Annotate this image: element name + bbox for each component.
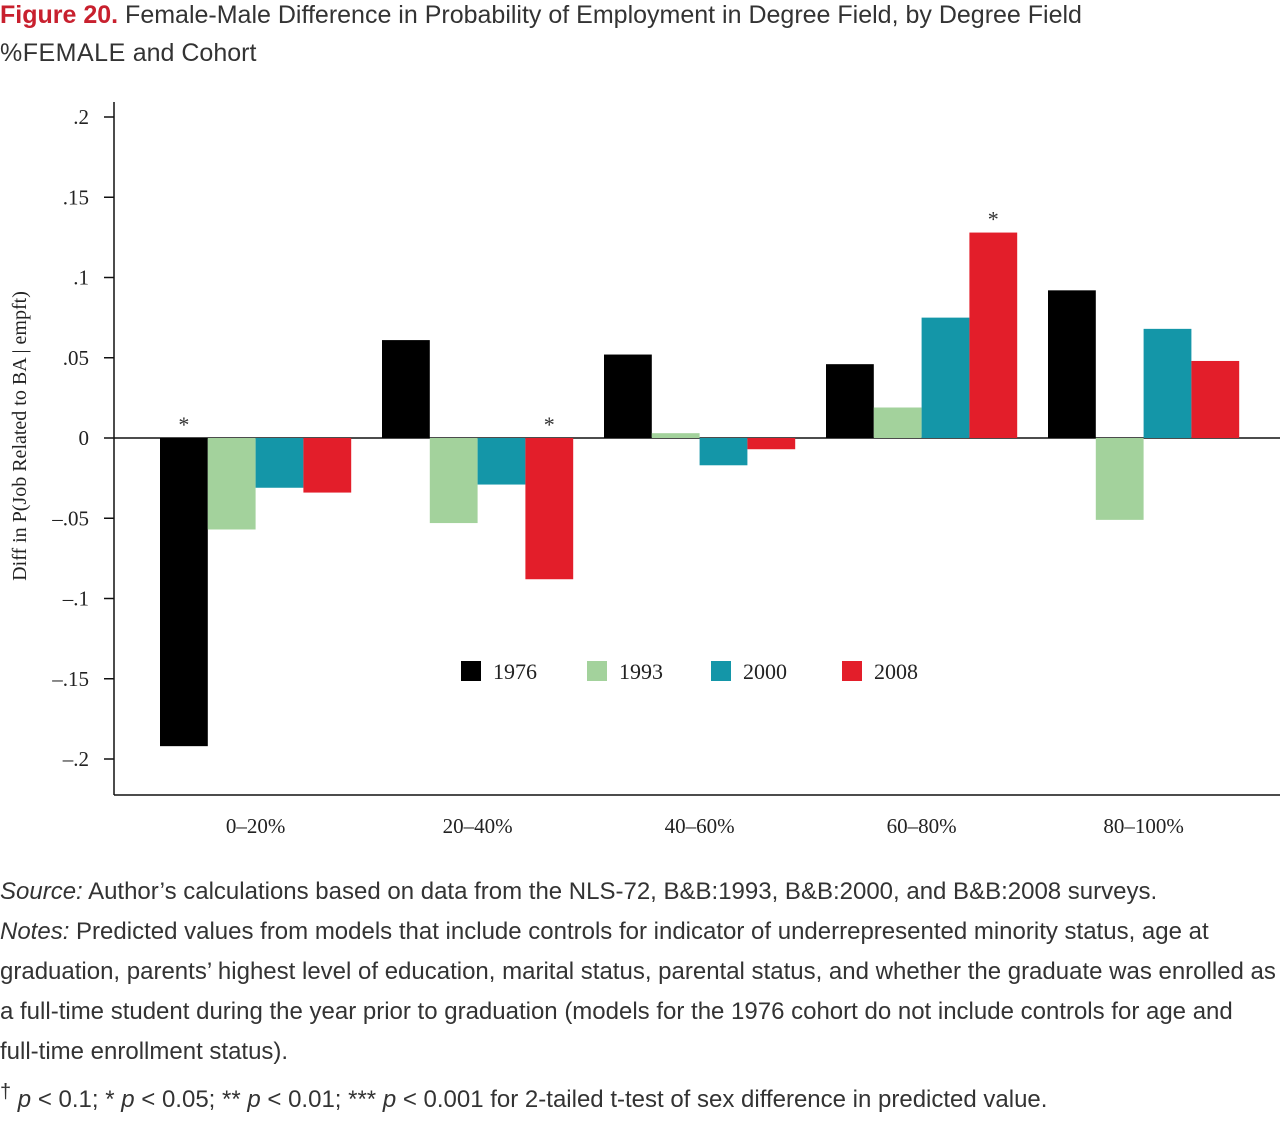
legend-label-2000: 2000: [743, 659, 787, 684]
bar-2008-1: [525, 438, 574, 580]
y-tick-label: –.2: [62, 747, 89, 771]
significance-marks: * * *: [178, 207, 998, 437]
y-tick-label: .05: [63, 346, 89, 370]
y-tick-label: –.05: [51, 506, 89, 530]
significance-asterisk: *: [178, 412, 189, 437]
source-label: Source:: [0, 878, 83, 905]
source-text: Author’s calculations based on data from…: [88, 878, 1158, 905]
x-tick-label: 80–100%: [1103, 814, 1184, 838]
bar-2000-4: [1143, 328, 1192, 438]
y-tick-label: 0: [79, 426, 90, 450]
bar-1976-3: [826, 364, 874, 438]
figure-title: Figure 20. Female-Male Difference in Pro…: [0, 0, 1280, 72]
legend-label-1993: 1993: [619, 659, 663, 684]
sig-text-3: < 0.01; ***: [267, 1086, 377, 1113]
bar-2008-0: [303, 438, 352, 493]
legend-label-2008: 2008: [874, 659, 918, 684]
chart-bars: [160, 232, 1240, 747]
bar-2008-2: [747, 438, 796, 450]
p-symbol-3: p: [247, 1086, 261, 1113]
y-axis-ticks: .2 .15 .1 .05 0 –.05 –.1 –.15 –.2: [51, 105, 114, 771]
chart-legend: 1976 1993 2000 2008: [461, 659, 918, 684]
figure-label: Figure 20.: [0, 1, 119, 29]
bar-2000-2: [699, 438, 748, 466]
bar-2000-3: [921, 317, 970, 438]
sig-text-4: < 0.001 for 2-tailed t-test of sex diffe…: [402, 1086, 1048, 1113]
legend-swatch-1976: [461, 661, 481, 681]
notes-paragraph: Notes: Predicted values from models that…: [0, 912, 1278, 1072]
source-note: Source: Author’s calculations based on d…: [0, 872, 1278, 912]
bar-1993-2: [651, 433, 700, 438]
x-axis-labels: 0–20% 20–40% 40–60% 60–80% 80–100%: [226, 814, 1184, 838]
y-tick-label: .15: [63, 185, 89, 209]
dagger-symbol: †: [0, 1081, 12, 1103]
notes-text: Predicted values from models that includ…: [0, 918, 1276, 1065]
bar-1993-0: [207, 438, 256, 530]
y-tick-label: .1: [73, 266, 89, 290]
title-smallcaps: %FEMALE: [0, 39, 126, 67]
legend-swatch-1993: [587, 661, 607, 681]
sig-text-2: < 0.05; **: [141, 1086, 241, 1113]
y-tick-label: –.1: [62, 587, 89, 611]
p-symbol-4: p: [382, 1086, 397, 1113]
bar-1976-2: [604, 354, 652, 438]
y-tick-label: –.15: [51, 667, 89, 691]
significance-key: † p < 0.1; * p < 0.05; ** p < 0.01; *** …: [0, 1072, 1278, 1120]
legend-swatch-2008: [842, 661, 862, 681]
bar-2000-1: [477, 438, 526, 485]
bar-1976-0: [160, 438, 208, 747]
bar-2008-4: [1191, 360, 1240, 438]
bar-1976-4: [1048, 290, 1096, 438]
y-tick-label: .2: [73, 105, 89, 129]
bar-2008-3: [969, 232, 1018, 438]
x-tick-label: 0–20%: [226, 814, 286, 838]
x-tick-label: 40–60%: [665, 814, 735, 838]
x-tick-label: 60–80%: [887, 814, 957, 838]
bar-1976-1: [382, 340, 430, 438]
legend-swatch-2000: [711, 661, 731, 681]
bar-1993-1: [429, 438, 478, 524]
x-tick-label: 20–40%: [443, 814, 513, 838]
sig-text-1: < 0.1; *: [37, 1086, 115, 1113]
p-symbol-1: p: [17, 1086, 32, 1113]
bar-chart: .2 .15 .1 .05 0 –.05 –.1 –.15 –.2 0–20% 20–40% 40–…: [9, 102, 1280, 838]
title-part2: and Cohort: [132, 39, 257, 67]
significance-asterisk: *: [544, 412, 555, 437]
notes-label: Notes:: [0, 918, 70, 945]
y-axis-label: Diff in P(Job Related to BA | empft): [9, 291, 31, 581]
figure-notes: Source: Author’s calculations based on d…: [0, 872, 1278, 1120]
p-symbol-2: p: [121, 1086, 135, 1113]
title-part1: Female-Male Difference in Probability of…: [125, 1, 1082, 29]
bar-2000-0: [255, 438, 304, 488]
bar-1993-3: [873, 407, 922, 438]
significance-asterisk: *: [988, 207, 999, 232]
legend-label-1976: 1976: [493, 659, 537, 684]
bar-1993-4: [1095, 438, 1144, 520]
